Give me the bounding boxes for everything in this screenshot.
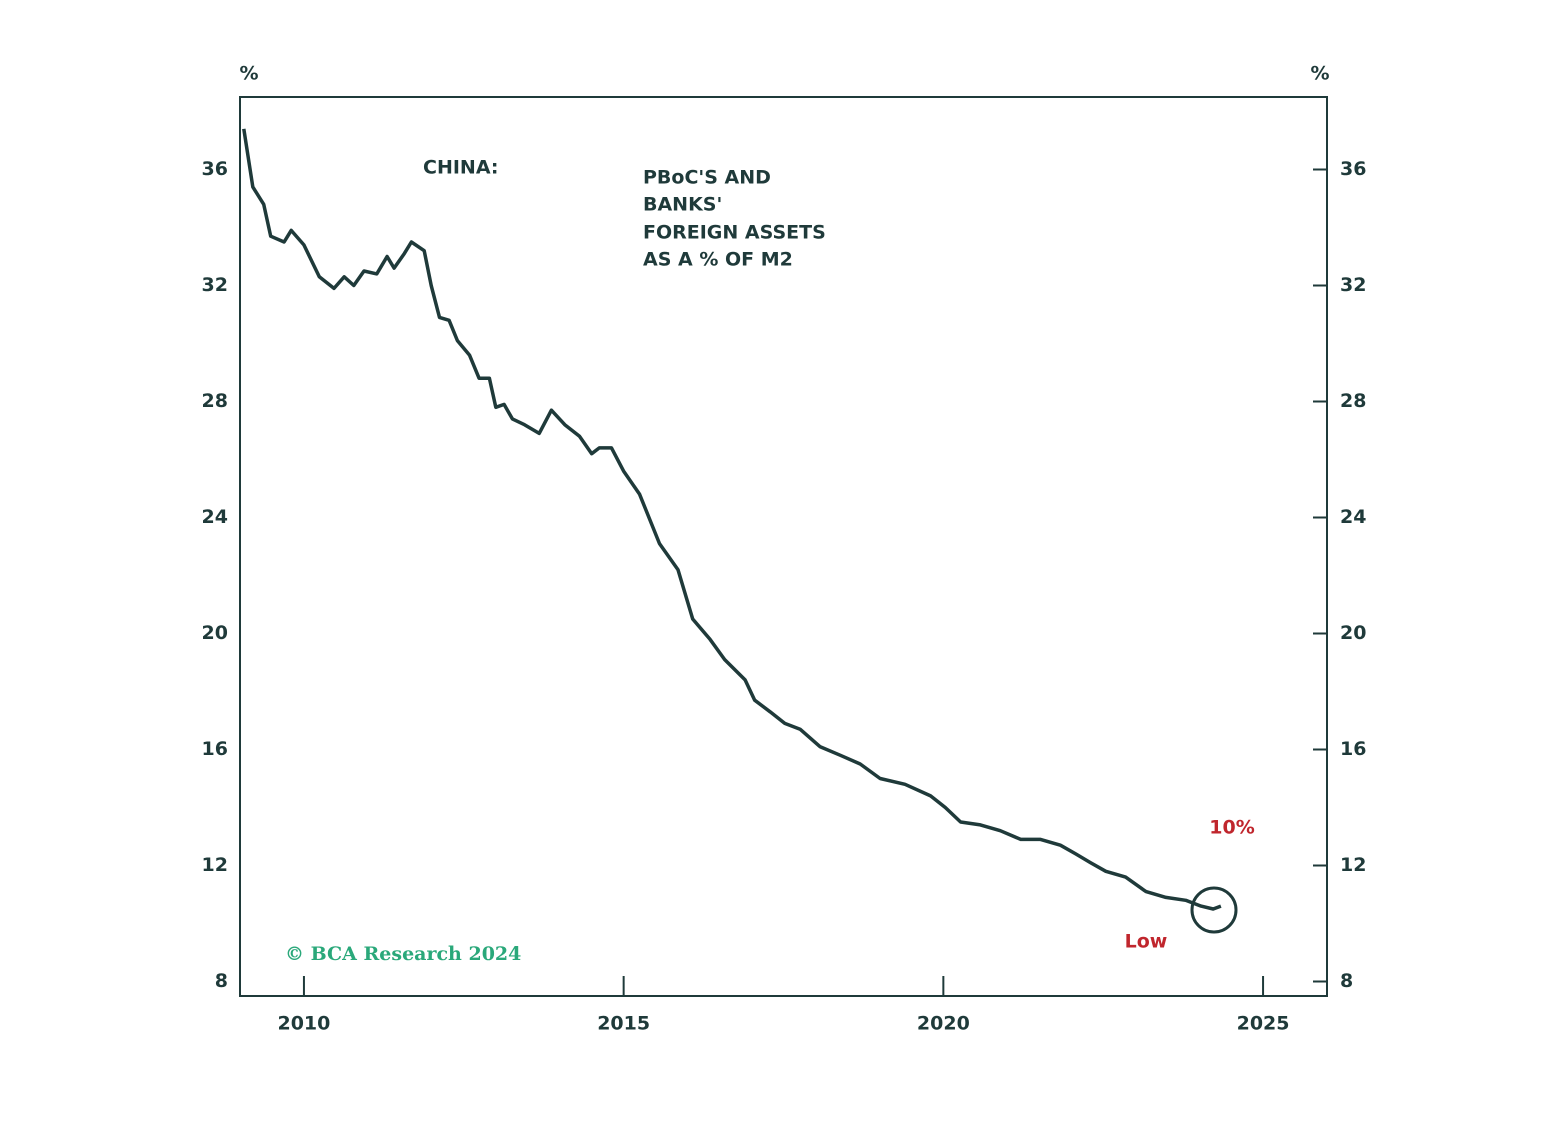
y-tick-label: 16	[202, 738, 228, 760]
subtitle-line: AS A % OF M2	[643, 249, 793, 271]
y2-tick-label: 8	[1340, 970, 1353, 992]
y-tick-label: 36	[202, 158, 228, 180]
y2-tick-label: 28	[1340, 390, 1366, 412]
y-tick-label: 8	[215, 970, 228, 992]
y2-tick-label: 36	[1340, 158, 1366, 180]
y-tick-label: 24	[202, 506, 228, 528]
y2-tick-label: 16	[1340, 738, 1366, 760]
y-tick-label: 28	[202, 390, 228, 412]
data-line	[242, 128, 1222, 911]
subtitle-line: PBoC'S AND	[643, 167, 771, 189]
x-tick-label: 2010	[277, 1013, 330, 1035]
y2-tick-label: 24	[1340, 506, 1366, 528]
source-note: © BCA Research 2024	[285, 943, 521, 965]
y-axis-label: %	[239, 63, 258, 85]
y2-tick-label: 20	[1340, 622, 1366, 644]
x-tick-label: 2015	[597, 1013, 650, 1035]
y-tick-label: 12	[202, 854, 228, 876]
y2-tick-label: 12	[1340, 854, 1366, 876]
subtitle-line: BANKS'	[643, 194, 722, 216]
plot-frame	[239, 96, 1328, 997]
y-tick-label: 32	[202, 274, 228, 296]
y-tick-label: 20	[202, 622, 228, 644]
value-annotation: 10%	[1209, 817, 1254, 839]
y2-axis-label: %	[1310, 63, 1329, 85]
low-annotation: Low	[1125, 931, 1168, 953]
highlight-circle	[1190, 886, 1238, 934]
x-tick-label: 2025	[1237, 1013, 1290, 1035]
subtitle-line: FOREIGN ASSETS	[643, 222, 826, 244]
chart-title: CHINA:	[423, 157, 498, 179]
x-tick-label: 2020	[917, 1013, 970, 1035]
y2-tick-label: 32	[1340, 274, 1366, 296]
